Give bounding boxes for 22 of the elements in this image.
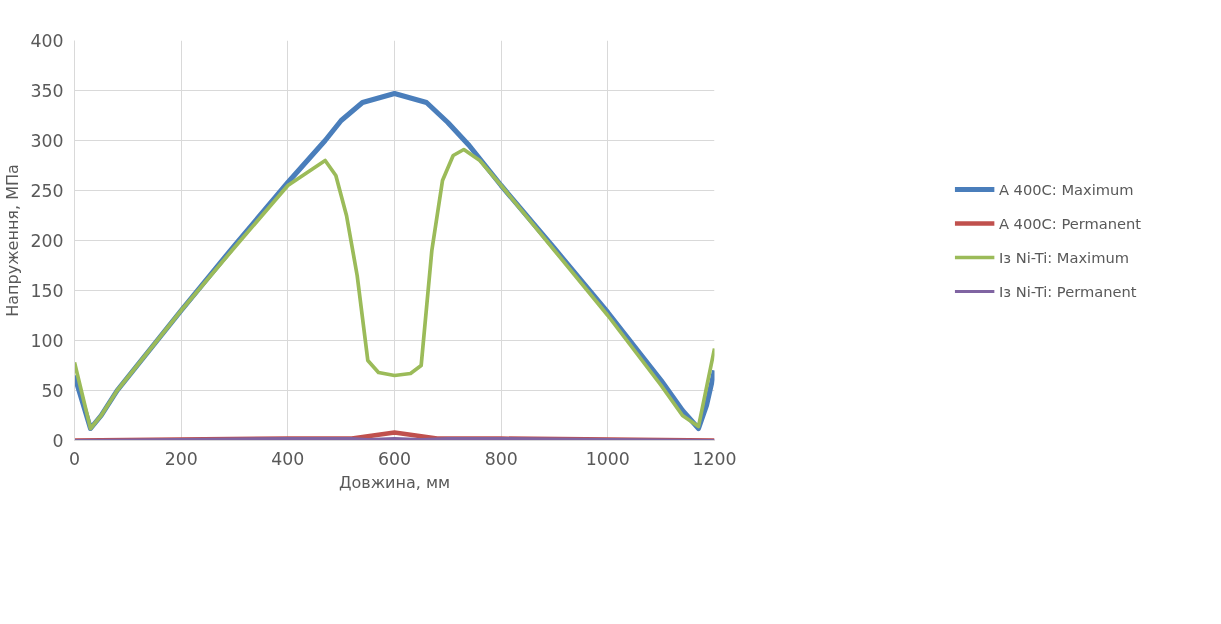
y-tick-label: 200: [30, 231, 64, 251]
legend-label: A 400C: Permanent: [998, 214, 1142, 232]
y-tick-label: 150: [30, 281, 64, 301]
x-tick-label: 200: [164, 448, 198, 469]
y-tick-label: 400: [30, 31, 64, 51]
y-tick-label: 0: [52, 431, 64, 451]
legend-label: A 400C: Maximum: [998, 180, 1134, 198]
y-axis-title: Напруження, МПа: [3, 164, 23, 317]
x-tick-label: 800: [484, 448, 518, 469]
y-tick-label: 300: [30, 131, 64, 151]
y-tick-label: 100: [30, 331, 64, 351]
x-tick-label: 1200: [692, 448, 737, 469]
y-tick-label: 250: [30, 181, 64, 201]
y-tick-label: 350: [30, 81, 64, 101]
x-tick-label: 1000: [585, 448, 630, 469]
x-axis-title: Довжина, мм: [338, 472, 451, 492]
legend-label: Із Ni-Ti: Maximum: [998, 248, 1130, 266]
x-tick-label: 0: [68, 448, 81, 469]
x-tick-label: 400: [271, 448, 305, 469]
legend-label: Із Ni-Ti: Permanent: [998, 282, 1137, 300]
x-tick-label: 600: [377, 448, 412, 469]
y-tick-label: 50: [41, 381, 64, 401]
